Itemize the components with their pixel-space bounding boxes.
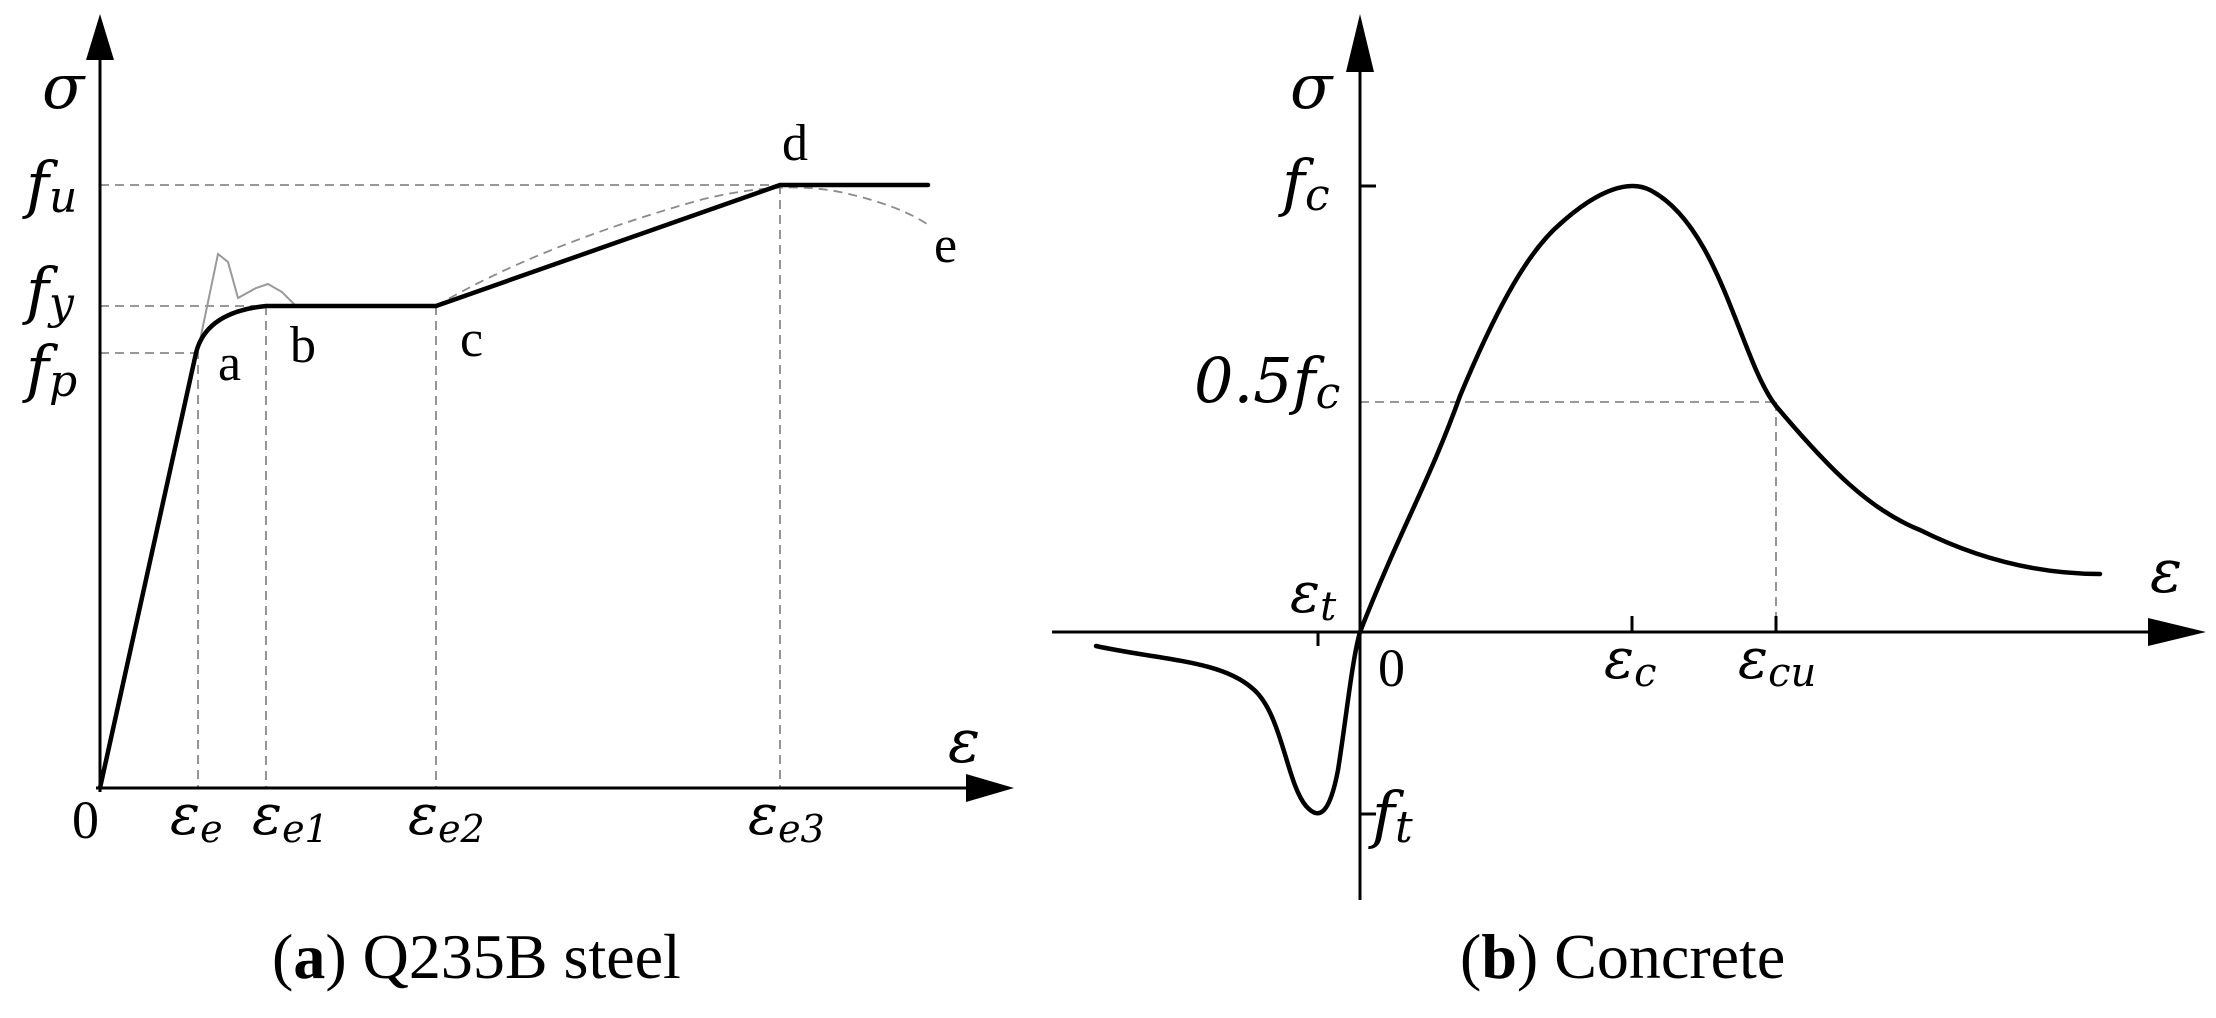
concrete-curve — [1093, 183, 2103, 816]
caption-a: (a) Q235B steel — [272, 921, 681, 992]
eps-t-label: εt — [1290, 561, 1337, 630]
panel-b-concrete: σ ε 0 fc 0.5fc ft εt εc εcu (b) Concrete — [1052, 14, 2206, 992]
fy-label: fy — [22, 254, 75, 329]
steel-eps-label: ε — [948, 707, 980, 777]
point-d-label: d — [782, 115, 808, 172]
ft-label: ft — [1368, 778, 1413, 853]
fc-label: fc — [1278, 146, 1330, 221]
concrete-sigma-label: σ — [1290, 50, 1334, 123]
eps-e2-label: εe2 — [408, 783, 485, 851]
point-b-label: b — [290, 317, 316, 374]
concrete-eps-label: ε — [2150, 537, 2182, 607]
eps-e-label: εe — [170, 783, 223, 851]
panel-a-steel: σ ε 0 fu fy fp a b c d e εe εe1 εe2 εe3 … — [22, 14, 1014, 992]
steel-model-curve — [97, 182, 931, 791]
steel-sigma-label: σ — [42, 50, 86, 123]
fu-label: fu — [22, 148, 77, 223]
eps-c-label: εc — [1604, 627, 1656, 696]
caption-b: (b) Concrete — [1460, 921, 1785, 992]
concrete-eps-arrow — [2148, 618, 2206, 646]
steel-actual-curve-peak — [197, 252, 297, 351]
point-c-label: c — [460, 311, 483, 368]
eps-e3-label: εe3 — [748, 783, 825, 851]
eps-cu-label: εcu — [1738, 627, 1816, 696]
concrete-sigma-arrow — [1346, 14, 1374, 72]
steel-actual-curve-hardening — [435, 186, 931, 307]
steel-origin-label: 0 — [72, 790, 99, 850]
eps-e1-label: εe1 — [252, 783, 329, 851]
point-e-label: e — [934, 217, 957, 274]
point-a-label: a — [218, 335, 241, 392]
steel-sigma-arrow — [86, 14, 114, 60]
steel-eps-arrow — [966, 774, 1014, 802]
half-fc-label: 0.5fc — [1194, 344, 1340, 419]
fp-label: fp — [22, 332, 77, 407]
concrete-origin-label: 0 — [1378, 638, 1405, 698]
